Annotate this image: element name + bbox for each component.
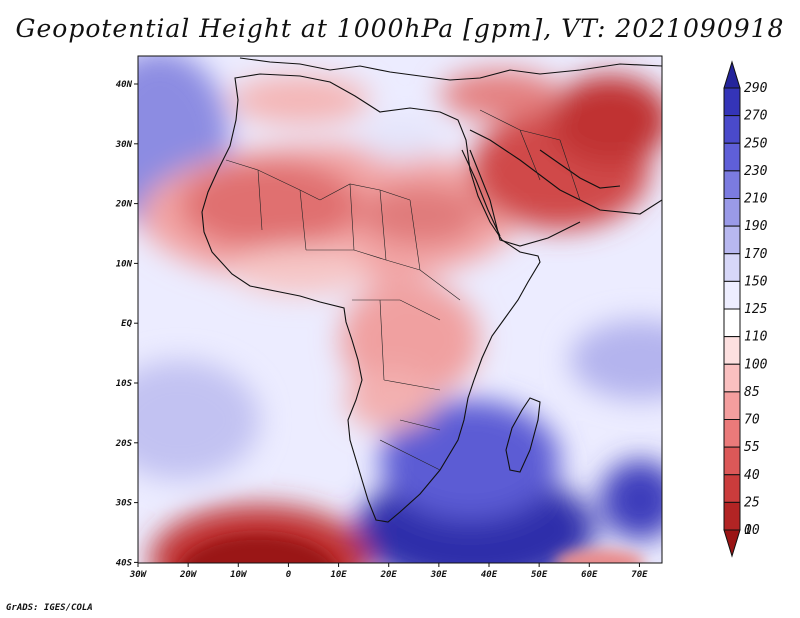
height-field <box>138 56 662 563</box>
colorbar-swatch <box>723 419 741 448</box>
colorbar-swatch <box>723 115 741 144</box>
field-maghreb-low <box>230 75 370 125</box>
colorbar-label: 270 <box>744 109 768 124</box>
field-mediterranean-low <box>440 70 560 120</box>
colorbar-label: 125 <box>744 302 768 317</box>
x-tick-label: 60E <box>581 570 598 580</box>
y-tick-label: 20S <box>115 439 133 449</box>
colorbar-label: 25 <box>744 495 760 510</box>
y-tick-label: 10S <box>116 379 133 389</box>
colorbar-label: 210 <box>744 192 768 207</box>
colorbar-label: 40 <box>744 468 760 483</box>
africa-coastline <box>201 73 541 523</box>
colorbar-swatch <box>723 253 741 282</box>
europe-coastline <box>239 57 662 81</box>
borders <box>225 109 581 471</box>
colorbar-swatch <box>723 308 741 338</box>
arabia-coastline <box>469 129 662 247</box>
x-tick-label: 30W <box>129 570 148 580</box>
y-tick-label: 40S <box>116 558 133 568</box>
colorbar-swatch <box>723 474 741 503</box>
colorbar-label: 55 <box>744 440 760 455</box>
colorbar-swatch <box>723 87 741 117</box>
gulf-coast <box>539 149 621 189</box>
field-indian-ocean-high <box>570 320 662 400</box>
colorbar-bottom-arrow <box>723 529 741 558</box>
colorbar-swatch <box>723 142 741 172</box>
colorbar: 2902702502302101901701501251101008570554… <box>723 60 768 558</box>
colorbar-label: 10 <box>744 523 760 538</box>
y-axis: 40N 30N 20N 10N EQ 10S 20S 30S 40S <box>115 80 138 568</box>
colorbar-label: 290 <box>744 81 768 96</box>
colorbar-label: 230 <box>744 164 768 179</box>
field-atlantic-low-core <box>181 535 335 563</box>
colorbar-swatch <box>723 198 741 227</box>
x-tick-label: 70E <box>631 570 648 580</box>
field-southeast-high <box>600 460 662 540</box>
credit-label: GrADS: IGES/COLA <box>6 603 93 613</box>
x-tick-label: 40E <box>481 570 498 580</box>
field-sudan-low <box>360 185 480 245</box>
field-central-africa-low <box>340 280 480 400</box>
x-tick-label: 10W <box>230 570 248 580</box>
y-tick-label: 20N <box>115 200 133 210</box>
field-libya-high <box>360 118 440 162</box>
red-sea <box>461 149 501 237</box>
x-tick-label: 50E <box>531 570 548 580</box>
field-southwest-indian-low <box>555 549 645 563</box>
y-tick-label: 10N <box>116 259 133 269</box>
x-tick-label: 20W <box>179 570 198 580</box>
colorbar-swatch <box>723 280 741 310</box>
x-tick-label: 30E <box>430 570 448 580</box>
y-tick-label: 40N <box>116 80 133 90</box>
colorbar-swatch <box>723 225 741 255</box>
colorbar-swatch <box>723 363 741 393</box>
colorbar-label: 150 <box>744 274 768 289</box>
colorbar-swatch <box>723 501 741 531</box>
x-tick-label: 20E <box>380 570 398 580</box>
map-frame <box>137 55 663 564</box>
colorbar-swatch <box>723 336 741 365</box>
colorbar-label: 170 <box>744 247 768 262</box>
colorbar-top-arrow <box>723 60 741 89</box>
colorbar-label: 0 <box>744 523 752 538</box>
field-atlantic-south-high <box>138 360 260 480</box>
colorbar-label: 190 <box>744 219 768 234</box>
chart-title: Geopotential Height at 1000hPa [gpm], VT… <box>15 14 785 43</box>
field-guinea-low <box>230 245 370 295</box>
colorbar-label: 85 <box>744 385 760 400</box>
field-sahara-low <box>180 160 360 250</box>
field-angola-low <box>345 370 435 430</box>
madagascar-coastline <box>505 397 541 473</box>
colorbar-label: 100 <box>744 357 768 372</box>
y-tick-label: 30N <box>115 140 133 150</box>
x-tick-label: 10E <box>330 570 347 580</box>
colorbar-swatch <box>723 170 741 199</box>
coastlines <box>201 57 662 523</box>
colorbar-swatch <box>723 391 741 420</box>
field-southern-high-edge <box>380 400 560 520</box>
colorbar-label: 250 <box>744 136 768 151</box>
colorbar-label: 110 <box>744 330 768 345</box>
x-axis: 30W 20W 10W 0 10E 20E 30E 40E 50E 60E 70E <box>129 563 648 580</box>
y-tick-label: 30S <box>115 499 133 509</box>
colorbar-swatch <box>723 446 741 476</box>
x-tick-label: 0 <box>286 570 292 580</box>
field-iran-low <box>550 75 662 165</box>
colorbar-label: 70 <box>744 413 760 428</box>
y-tick-label: EQ <box>121 319 132 329</box>
